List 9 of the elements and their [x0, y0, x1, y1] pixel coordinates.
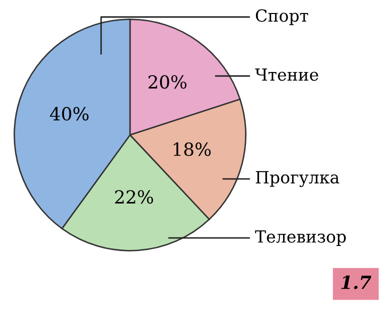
text: 1.7: [341, 276, 372, 290]
data-label: 20%: [148, 75, 186, 89]
data-label: 22%: [115, 190, 154, 204]
slice-label: Чтение: [255, 68, 318, 81]
slice-label: Спорт: [256, 9, 308, 26]
slice-label: Телевизор: [255, 230, 346, 246]
data-label: 18%: [174, 142, 211, 156]
data-label: 40%: [50, 106, 89, 121]
slice-label: Прогулка: [256, 171, 340, 188]
